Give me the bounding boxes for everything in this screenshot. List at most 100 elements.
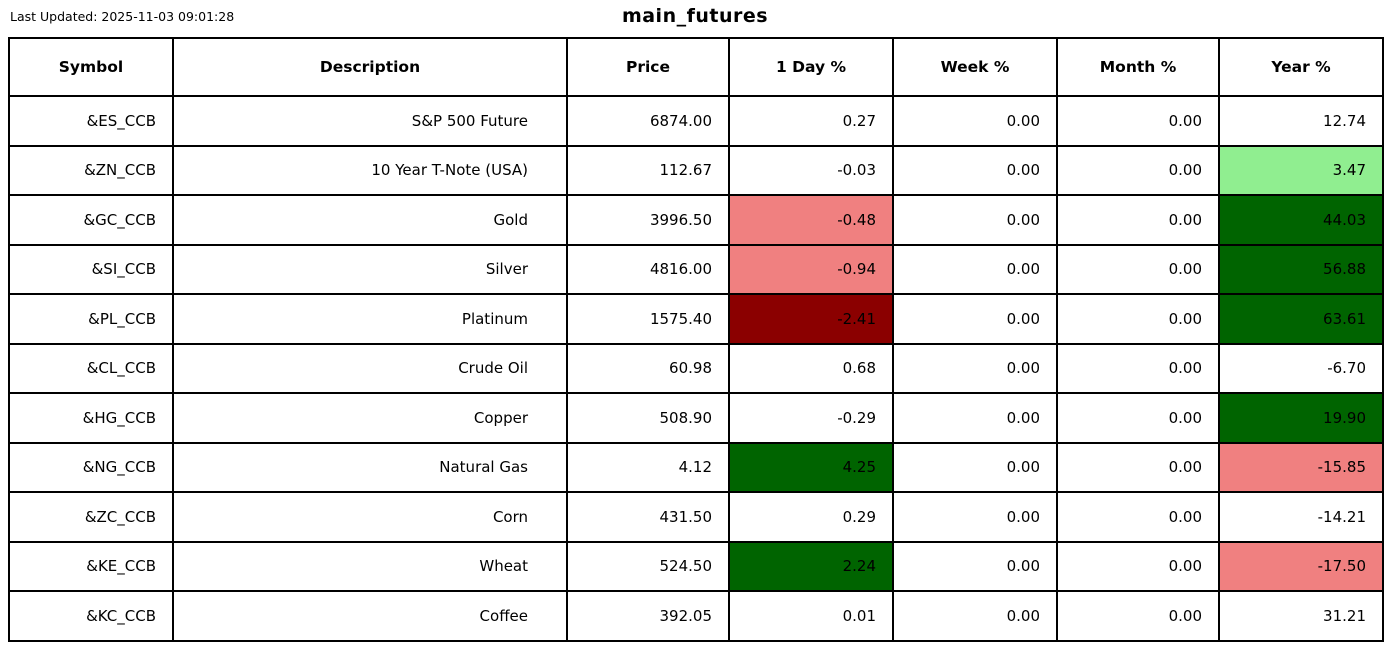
day-cell: 2.24 <box>728 540 894 592</box>
day-cell: -0.29 <box>728 392 894 444</box>
header-row: Symbol Description Price 1 Day % Week % … <box>8 37 1384 97</box>
price-cell: 6874.00 <box>566 95 730 147</box>
column-header-price: Price <box>566 37 730 97</box>
week-cell: 0.00 <box>892 392 1058 444</box>
year-cell: -17.50 <box>1218 540 1384 592</box>
description-cell: Copper <box>172 392 568 444</box>
month-cell: 0.00 <box>1056 590 1220 642</box>
futures-table: Symbol Description Price 1 Day % Week % … <box>8 37 1384 642</box>
week-cell: 0.00 <box>892 342 1058 394</box>
price-cell: 392.05 <box>566 590 730 642</box>
year-cell: 56.88 <box>1218 243 1384 295</box>
price-cell: 112.67 <box>566 144 730 196</box>
month-cell: 0.00 <box>1056 392 1220 444</box>
symbol-cell: &GC_CCB <box>8 194 174 246</box>
week-cell: 0.00 <box>892 540 1058 592</box>
day-cell: 4.25 <box>728 441 894 493</box>
price-cell: 4.12 <box>566 441 730 493</box>
week-cell: 0.00 <box>892 194 1058 246</box>
year-cell: 3.47 <box>1218 144 1384 196</box>
price-cell: 508.90 <box>566 392 730 444</box>
year-cell: 19.90 <box>1218 392 1384 444</box>
symbol-cell: &ZC_CCB <box>8 491 174 543</box>
day-cell: -2.41 <box>728 293 894 345</box>
symbol-cell: &PL_CCB <box>8 293 174 345</box>
description-cell: Crude Oil <box>172 342 568 394</box>
top-bar: Last Updated: 2025-11-03 09:01:28 main_f… <box>0 0 1390 37</box>
table-row: &SI_CCB Silver 4816.00 -0.94 0.00 0.00 56.88 <box>8 243 1384 295</box>
description-cell: Gold <box>172 194 568 246</box>
description-cell: 10 Year T-Note (USA) <box>172 144 568 196</box>
table-row: &HG_CCB Copper 508.90 -0.29 0.00 0.00 19.90 <box>8 392 1384 444</box>
table-row: &ES_CCB S&P 500 Future 6874.00 0.27 0.00 0.00… <box>8 95 1384 147</box>
day-cell: -0.03 <box>728 144 894 196</box>
symbol-cell: &KE_CCB <box>8 540 174 592</box>
table-row: &GC_CCB Gold 3996.50 -0.48 0.00 0.00 44.03 <box>8 194 1384 246</box>
price-cell: 524.50 <box>566 540 730 592</box>
price-cell: 1575.40 <box>566 293 730 345</box>
year-cell: -6.70 <box>1218 342 1384 394</box>
table-row: &CL_CCB Crude Oil 60.98 0.68 0.00 0.00 -6.70 <box>8 342 1384 394</box>
symbol-cell: &ES_CCB <box>8 95 174 147</box>
table-header: Symbol Description Price 1 Day % Week % … <box>8 37 1384 97</box>
month-cell: 0.00 <box>1056 293 1220 345</box>
table-row: &KE_CCB Wheat 524.50 2.24 0.00 0.00 -17.50 <box>8 540 1384 592</box>
description-cell: Corn <box>172 491 568 543</box>
month-cell: 0.00 <box>1056 194 1220 246</box>
last-updated-label: Last Updated: 2025-11-03 09:01:28 <box>10 9 235 24</box>
column-header-description: Description <box>172 37 568 97</box>
week-cell: 0.00 <box>892 95 1058 147</box>
week-cell: 0.00 <box>892 441 1058 493</box>
price-cell: 4816.00 <box>566 243 730 295</box>
symbol-cell: &SI_CCB <box>8 243 174 295</box>
year-cell: 44.03 <box>1218 194 1384 246</box>
month-cell: 0.00 <box>1056 342 1220 394</box>
column-header-1day: 1 Day % <box>728 37 894 97</box>
column-header-week: Week % <box>892 37 1058 97</box>
symbol-cell: &CL_CCB <box>8 342 174 394</box>
day-cell: -0.48 <box>728 194 894 246</box>
description-cell: Natural Gas <box>172 441 568 493</box>
symbol-cell: &NG_CCB <box>8 441 174 493</box>
table-body: &ES_CCB S&P 500 Future 6874.00 0.27 0.00 0.00… <box>8 95 1384 642</box>
description-cell: Coffee <box>172 590 568 642</box>
table-row: &ZN_CCB 10 Year T-Note (USA) 112.67 -0.03 0.… <box>8 144 1384 196</box>
week-cell: 0.00 <box>892 243 1058 295</box>
description-cell: S&P 500 Future <box>172 95 568 147</box>
symbol-cell: &HG_CCB <box>8 392 174 444</box>
year-cell: -15.85 <box>1218 441 1384 493</box>
month-cell: 0.00 <box>1056 144 1220 196</box>
year-cell: 31.21 <box>1218 590 1384 642</box>
week-cell: 0.00 <box>892 491 1058 543</box>
week-cell: 0.00 <box>892 144 1058 196</box>
month-cell: 0.00 <box>1056 95 1220 147</box>
table-row: &ZC_CCB Corn 431.50 0.29 0.00 0.00 -14.21 <box>8 491 1384 543</box>
month-cell: 0.00 <box>1056 540 1220 592</box>
week-cell: 0.00 <box>892 293 1058 345</box>
price-cell: 431.50 <box>566 491 730 543</box>
table-row: &KC_CCB Coffee 392.05 0.01 0.00 0.00 31.21 <box>8 590 1384 642</box>
column-header-symbol: Symbol <box>8 37 174 97</box>
month-cell: 0.00 <box>1056 491 1220 543</box>
day-cell: 0.01 <box>728 590 894 642</box>
table-row: &NG_CCB Natural Gas 4.12 4.25 0.00 0.00 -15.85 <box>8 441 1384 493</box>
week-cell: 0.00 <box>892 590 1058 642</box>
day-cell: -0.94 <box>728 243 894 295</box>
description-cell: Wheat <box>172 540 568 592</box>
table-row: &PL_CCB Platinum 1575.40 -2.41 0.00 0.00 63.61 <box>8 293 1384 345</box>
year-cell: 63.61 <box>1218 293 1384 345</box>
price-cell: 60.98 <box>566 342 730 394</box>
month-cell: 0.00 <box>1056 243 1220 295</box>
month-cell: 0.00 <box>1056 441 1220 493</box>
symbol-cell: &KC_CCB <box>8 590 174 642</box>
year-cell: 12.74 <box>1218 95 1384 147</box>
column-header-month: Month % <box>1056 37 1220 97</box>
day-cell: 0.68 <box>728 342 894 394</box>
year-cell: -14.21 <box>1218 491 1384 543</box>
day-cell: 0.29 <box>728 491 894 543</box>
description-cell: Platinum <box>172 293 568 345</box>
description-cell: Silver <box>172 243 568 295</box>
page-title: main_futures <box>621 5 769 27</box>
price-cell: 3996.50 <box>566 194 730 246</box>
day-cell: 0.27 <box>728 95 894 147</box>
